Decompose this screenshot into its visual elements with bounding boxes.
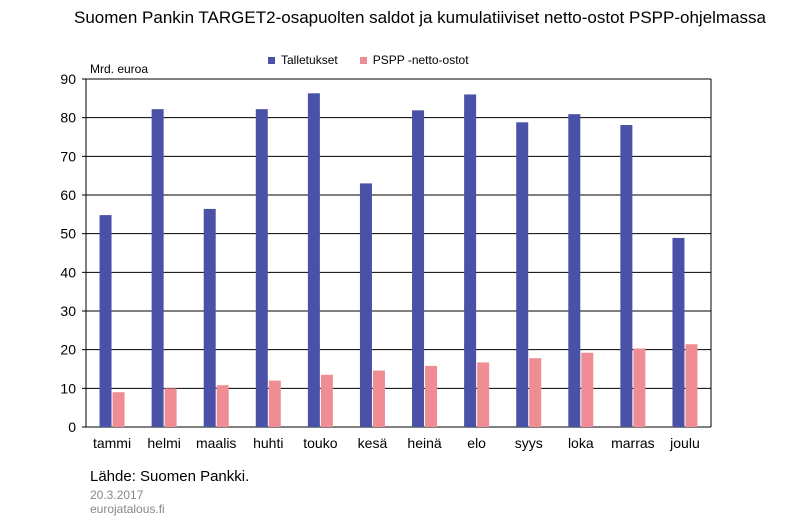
y-tick-label-90: 90 bbox=[60, 71, 76, 87]
bar-talletukset-10 bbox=[620, 125, 633, 427]
y-tick-label-30: 30 bbox=[60, 303, 76, 319]
bar-pspp-11 bbox=[685, 344, 698, 427]
x-tick-label-10: marras bbox=[611, 435, 655, 451]
y-tick-label-20: 20 bbox=[60, 342, 76, 358]
x-tick-label-0: tammi bbox=[93, 435, 131, 451]
bar-talletukset-9 bbox=[568, 114, 581, 427]
x-tick-label-2: maalis bbox=[196, 435, 236, 451]
legend-swatch-pspp bbox=[359, 56, 367, 64]
legend-label-talletukset: Talletukset bbox=[281, 53, 338, 67]
x-tick-label-6: heinä bbox=[407, 435, 441, 451]
bar-pspp-9 bbox=[581, 352, 594, 427]
chart-legend: Talletukset PSPP -netto-ostot bbox=[268, 53, 469, 67]
x-tick-label-8: syys bbox=[515, 435, 543, 451]
source-note: Lähde: Suomen Pankki. bbox=[90, 468, 250, 485]
x-tick-label-9: loka bbox=[568, 435, 594, 451]
bar-pspp-10 bbox=[633, 348, 646, 427]
x-tick-label-11: joulu bbox=[669, 435, 700, 451]
legend-item-talletukset: Talletukset bbox=[268, 53, 338, 67]
y-tick-label-80: 80 bbox=[60, 110, 76, 126]
bar-talletukset-11 bbox=[672, 237, 685, 427]
y-tick-label-40: 40 bbox=[60, 264, 76, 280]
bar-talletukset-7 bbox=[464, 94, 477, 427]
y-tick-label-60: 60 bbox=[60, 187, 76, 203]
legend-item-pspp: PSPP -netto-ostot bbox=[359, 53, 469, 67]
bar-pspp-5 bbox=[372, 370, 385, 427]
bar-talletukset-4 bbox=[307, 93, 320, 427]
bar-talletukset-6 bbox=[412, 110, 425, 427]
bar-talletukset-0 bbox=[99, 215, 112, 427]
y-tick-label-70: 70 bbox=[60, 148, 76, 164]
bar-talletukset-2 bbox=[203, 208, 216, 427]
y-tick-label-10: 10 bbox=[60, 380, 76, 396]
legend-swatch-talletukset bbox=[268, 56, 275, 64]
bar-pspp-6 bbox=[425, 365, 438, 427]
x-tick-label-1: helmi bbox=[147, 435, 180, 451]
x-tick-label-4: touko bbox=[303, 435, 337, 451]
y-tick-label-0: 0 bbox=[68, 419, 76, 435]
y-axis-unit-label: Mrd. euroa bbox=[90, 62, 149, 76]
bar-pspp-7 bbox=[477, 362, 490, 427]
bar-talletukset-3 bbox=[255, 109, 268, 427]
chart-title: Suomen Pankin TARGET2-osapuolten saldot … bbox=[74, 8, 766, 27]
bar-pspp-2 bbox=[216, 385, 229, 427]
legend-label-pspp: PSPP -netto-ostot bbox=[372, 53, 469, 67]
x-tick-label-5: kesä bbox=[358, 435, 388, 451]
bar-talletukset-8 bbox=[516, 122, 529, 427]
x-tick-label-7: elo bbox=[467, 435, 486, 451]
y-tick-label-50: 50 bbox=[60, 226, 76, 242]
bar-pspp-8 bbox=[529, 358, 542, 427]
site-name: eurojatalous.fi bbox=[90, 502, 165, 516]
bar-pspp-3 bbox=[268, 380, 281, 427]
bar-pspp-4 bbox=[320, 374, 333, 427]
x-tick-label-3: huhti bbox=[253, 435, 283, 451]
bar-talletukset-5 bbox=[359, 183, 372, 427]
publish-date: 20.3.2017 bbox=[90, 488, 144, 502]
bar-pspp-0 bbox=[112, 392, 125, 427]
bar-pspp-1 bbox=[164, 388, 177, 427]
bar-talletukset-1 bbox=[151, 109, 164, 427]
